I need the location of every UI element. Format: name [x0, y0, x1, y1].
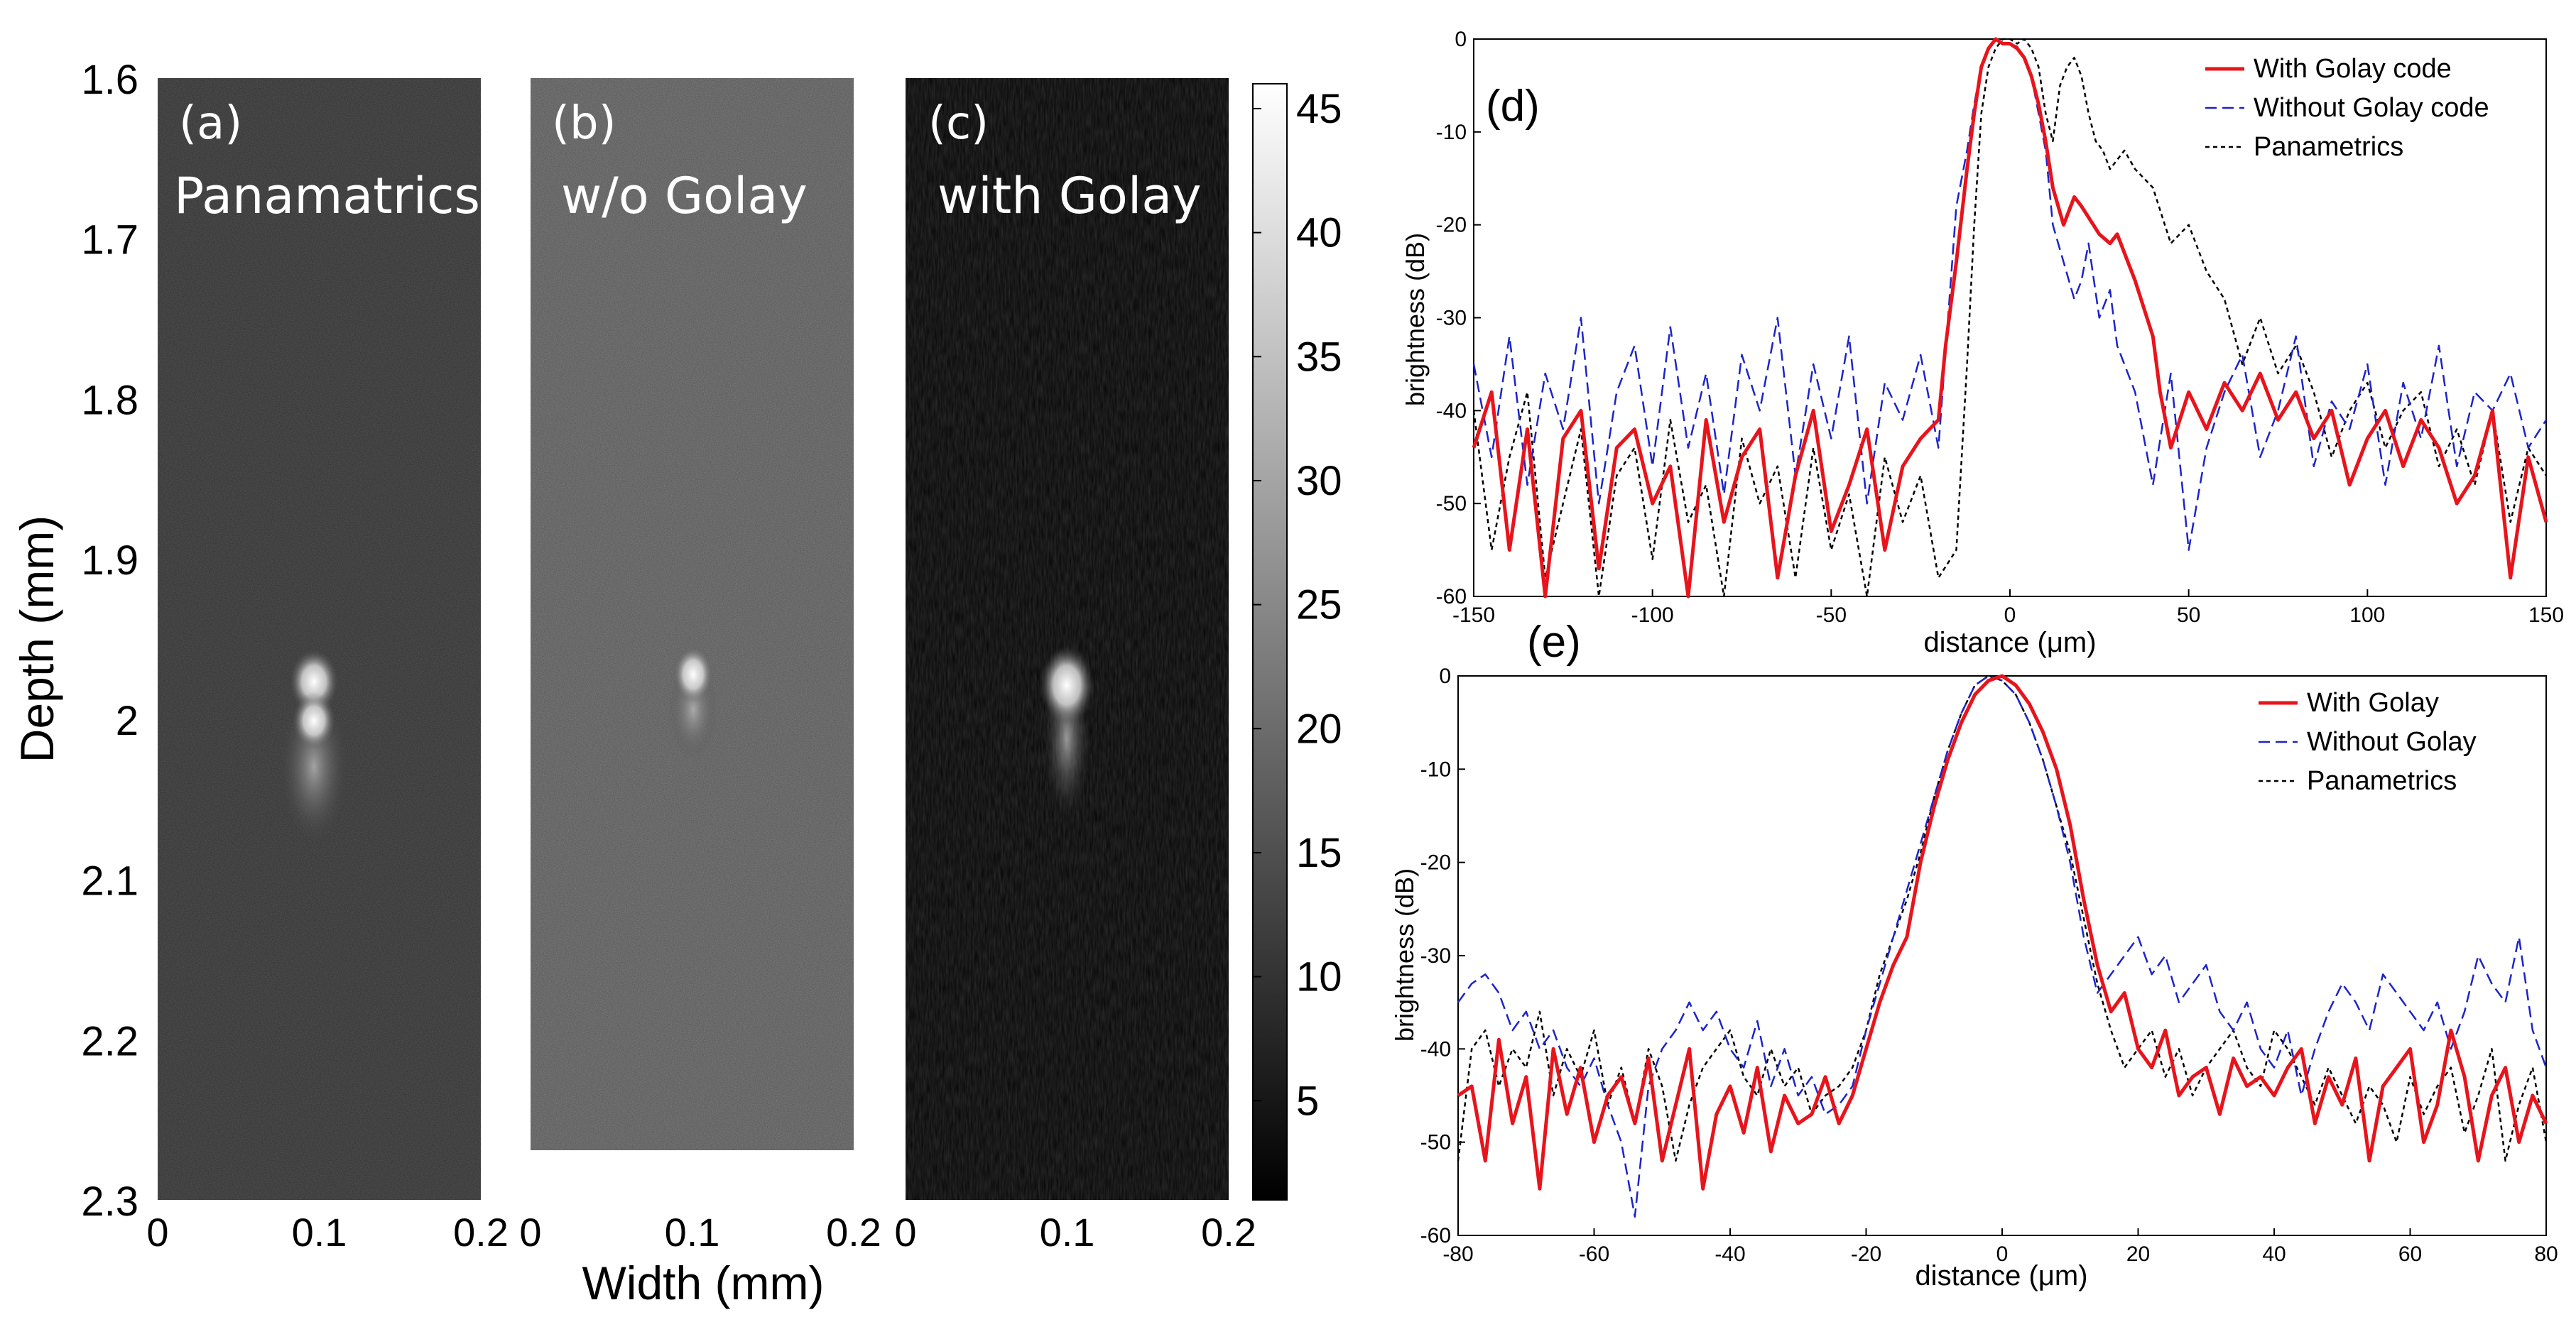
width-tick-p0-2: 0.2 — [453, 1210, 509, 1255]
plot-d-panel-label: (d) — [1486, 82, 1540, 131]
panel-b-title: w/o Golay — [561, 167, 808, 225]
plot-e-xtick-6: 40 — [2262, 1243, 2286, 1266]
plot-e-legend-label-2: Panametrics — [2307, 766, 2457, 796]
heatmap-panel-b — [531, 78, 854, 1150]
plot-e-frame — [1457, 675, 2547, 1236]
colorbar-tick-3: 20 — [1296, 706, 1342, 752]
width-tick-p0-1: 0.1 — [292, 1210, 347, 1255]
line-plot-d: -150 -100 -50 0 50 100 1500-10-20-30-40-50-60 … — [1401, 28, 2564, 658]
plot-e-xtick-0: -80 — [1442, 1243, 1473, 1266]
plot-e-legend: With Golay Without Golay Panametrics — [2259, 688, 2477, 796]
plot-d-ytick-1: -10 — [1436, 121, 1467, 144]
plot-e-panel-label: (e) — [1527, 618, 1581, 667]
heatmap-group: (a) Panamatrics (b) w/o Golay (c) with G… — [11, 57, 1342, 1309]
width-tick-p2-1: 0.1 — [1040, 1210, 1095, 1255]
heatmap-panel-c — [906, 78, 1229, 1200]
depth-tick-2: 1.8 — [81, 377, 138, 423]
plot-d-series-0 — [1472, 37, 2548, 599]
plot-e-xtick-3: -20 — [1851, 1243, 1881, 1266]
depth-tick-0: 1.6 — [81, 57, 138, 103]
plot-d-xlabel: distance (μm) — [1923, 627, 2096, 658]
plot-d-ytick-5: -50 — [1436, 492, 1467, 515]
depth-axis-label: Depth (mm) — [11, 515, 63, 763]
plot-d-xtick-0: -150 — [1452, 604, 1495, 627]
depth-tick-7: 2.3 — [81, 1179, 138, 1225]
plot-e-ytick-3: -30 — [1420, 944, 1451, 968]
plot-d-xtick-3: 0 — [2004, 604, 2016, 627]
colorbar-tick-7: 40 — [1296, 210, 1342, 256]
line-plot-e: -80 -60 -40 -20 0 20 40 60 800-10-20-30-40-50-60… — [1390, 618, 2558, 1291]
width-tick-p2-2: 0.2 — [1201, 1210, 1256, 1255]
plot-e-ytick-1: -10 — [1420, 758, 1451, 781]
width-tick-p2-0: 0 — [894, 1210, 916, 1255]
depth-tick-5: 2.1 — [81, 858, 138, 905]
plot-d-legend: With Golay code Without Golay code Panamet… — [2205, 54, 2489, 162]
colorbar-tick-4: 25 — [1296, 582, 1342, 628]
plot-e-xtick-4: 0 — [1996, 1243, 2009, 1266]
plot-d-series-1 — [1472, 38, 2548, 551]
plot-e-ytick-6: -60 — [1420, 1224, 1451, 1247]
width-axis-ticks: 0 0.1 0.2 0 0.1 0.2 0 0.1 0.2 — [146, 1210, 1256, 1255]
plot-d-series-2 — [1472, 38, 2548, 598]
plot-e-ytick-2: -20 — [1420, 851, 1451, 875]
plot-d-ytick-6: -60 — [1436, 585, 1467, 608]
colorbar-tick-6: 35 — [1296, 334, 1342, 380]
colorbar-tick-8: 45 — [1296, 86, 1342, 132]
panel-a-label: (a) — [179, 97, 242, 150]
depth-tick-6: 2.2 — [81, 1018, 138, 1064]
plot-d-xtick-2: -50 — [1816, 604, 1847, 627]
panel-c-label: (c) — [928, 97, 989, 150]
plot-e-ytick-0: 0 — [1439, 665, 1451, 688]
plot-d-ticks: -150 -100 -50 0 50 100 150 0 -10 -20 -30 -40 -50 -60 — [1436, 28, 2564, 627]
plot-e-ytick-4: -40 — [1420, 1037, 1451, 1061]
plot-d-xtick-6: 150 — [2528, 604, 2564, 627]
colorbar — [1252, 83, 1288, 1201]
colorbar-tick-2: 15 — [1296, 830, 1342, 876]
width-tick-p0-0: 0 — [146, 1210, 168, 1255]
depth-tick-3: 1.9 — [81, 537, 138, 584]
plot-e-xlabel: distance (μm) — [1915, 1260, 2087, 1291]
plot-e-xtick-5: 20 — [2126, 1243, 2150, 1266]
width-tick-p1-2: 0.2 — [826, 1210, 881, 1255]
plot-e-series-0 — [1457, 674, 2548, 1191]
plot-d-xtick-1: -100 — [1631, 604, 1674, 627]
plot-d-ylabel: brightness (dB) — [1401, 233, 1430, 406]
plot-e-series-1 — [1457, 675, 2548, 1218]
panel-c-title: with Golay — [938, 167, 1202, 225]
colorbar-tick-5: 30 — [1296, 458, 1342, 504]
plot-e-ticks: -80 -60 -40 -20 0 20 40 60 800-10-20-30-40-50-60 — [1420, 665, 2558, 1266]
plot-e-xtick-7: 60 — [2398, 1243, 2422, 1266]
plot-e-xtick-2: -40 — [1714, 1243, 1745, 1266]
depth-tick-4: 2 — [116, 698, 138, 744]
colorbar-tick-0: 5 — [1296, 1078, 1319, 1124]
panel-b-label: (b) — [552, 97, 616, 150]
panel-a-title: Panamatrics — [174, 167, 480, 225]
plot-e-ylabel: brightness (dB) — [1390, 868, 1419, 1042]
plot-d-ytick-2: -20 — [1436, 214, 1467, 237]
plot-d-ytick-3: -30 — [1436, 307, 1467, 330]
plot-d-ytick-0: 0 — [1455, 28, 1467, 51]
plot-d-ytick-4: -40 — [1436, 399, 1467, 422]
heatmap-panel-a — [158, 78, 481, 1200]
plot-e-ytick-5: -50 — [1420, 1131, 1451, 1154]
depth-axis-ticks: 1.6 1.7 1.8 1.9 2 2.1 2.2 2.3 — [81, 57, 138, 1225]
plot-d-xtick-5: 100 — [2349, 604, 2385, 627]
plot-e-series — [1457, 674, 2548, 1218]
plot-e-xtick-1: -60 — [1579, 1243, 1609, 1266]
width-tick-p1-1: 0.1 — [665, 1210, 720, 1255]
plot-d-legend-label-1: Without Golay code — [2254, 93, 2489, 123]
plot-d-legend-label-0: With Golay code — [2254, 54, 2452, 84]
colorbar-tick-1: 10 — [1296, 954, 1342, 1000]
width-axis-label: Width (mm) — [582, 1257, 825, 1309]
plot-e-legend-label-1: Without Golay — [2307, 727, 2477, 757]
width-tick-p1-0: 0 — [519, 1210, 541, 1255]
plot-e-xtick-8: 80 — [2534, 1243, 2558, 1266]
plot-d-xtick-4: 50 — [2177, 604, 2200, 627]
plot-d-series — [1472, 37, 2548, 599]
colorbar-ticks: 5 10 15 20 25 30 35 40 45 — [1253, 86, 1342, 1124]
depth-tick-1: 1.7 — [81, 217, 138, 263]
plot-e-legend-label-0: With Golay — [2307, 688, 2439, 718]
plot-d-legend-label-2: Panametrics — [2254, 132, 2403, 162]
